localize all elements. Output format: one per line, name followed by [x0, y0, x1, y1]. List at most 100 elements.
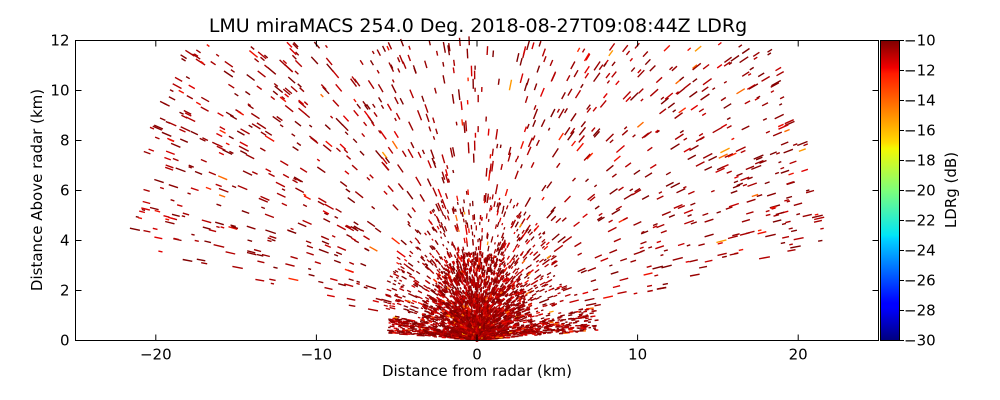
radar-return — [494, 255, 497, 259]
radar-return — [520, 164, 523, 169]
radar-return — [391, 79, 395, 83]
radar-return — [399, 262, 402, 266]
radar-return — [500, 327, 507, 331]
radar-return — [369, 174, 374, 179]
radar-return — [504, 281, 508, 285]
radar-return — [462, 246, 465, 251]
radar-return — [424, 296, 430, 300]
radar-return — [324, 286, 333, 291]
radar-return — [500, 163, 503, 171]
radar-return — [456, 265, 460, 270]
radar-return — [526, 123, 530, 129]
radar-return — [551, 260, 557, 265]
radar-return — [440, 270, 444, 275]
radar-return — [544, 263, 549, 268]
radar-return — [257, 260, 265, 264]
radar-return — [778, 103, 783, 106]
radar-return — [538, 295, 542, 298]
radar-return — [547, 127, 551, 131]
radar-return — [451, 330, 456, 333]
radar-return — [429, 211, 432, 215]
radar-return — [780, 241, 786, 245]
radar-return — [139, 210, 146, 214]
radar-return — [667, 102, 676, 109]
radar-return — [367, 80, 375, 90]
radar-return — [324, 203, 334, 210]
radar-return — [525, 311, 531, 315]
radar-return — [512, 258, 516, 261]
radar-return — [457, 255, 460, 259]
radar-return — [585, 302, 597, 307]
radar-return — [502, 205, 505, 209]
radar-return — [337, 245, 347, 251]
radar-return — [708, 155, 718, 162]
radar-return — [541, 196, 545, 201]
radar-return — [260, 131, 267, 136]
radar-return — [457, 89, 461, 101]
radar-return — [507, 299, 512, 304]
radar-return — [451, 261, 455, 266]
radar-return — [704, 233, 714, 238]
radar-return — [532, 244, 536, 248]
radar-return — [509, 311, 514, 315]
radar-return — [521, 290, 527, 295]
radar-return — [780, 169, 790, 174]
radar-return — [529, 315, 535, 318]
radar-return — [726, 124, 732, 129]
radar-return — [415, 295, 420, 299]
radar-return — [732, 184, 741, 189]
radar-return — [406, 190, 414, 200]
radar-return — [492, 313, 498, 318]
radar-return — [551, 304, 556, 307]
radar-return — [485, 311, 489, 315]
radar-return — [593, 72, 601, 83]
radar-return — [484, 281, 488, 286]
radar-return — [443, 312, 447, 315]
radar-return — [593, 184, 598, 188]
radar-return — [232, 265, 243, 270]
radar-return — [228, 226, 238, 230]
radar-return — [507, 152, 512, 162]
radar-return — [460, 254, 463, 260]
radar-return — [757, 229, 762, 232]
radar-return — [587, 193, 596, 201]
radar-return — [503, 267, 508, 272]
radar-return — [577, 267, 586, 273]
radar-return — [486, 280, 489, 285]
radar-return — [554, 287, 560, 291]
radar-return — [638, 88, 644, 94]
radar-return — [451, 311, 456, 315]
radar-return — [538, 232, 542, 236]
radar-return — [467, 281, 470, 285]
radar-return — [149, 126, 155, 130]
radar-return — [501, 294, 505, 297]
radar-return — [409, 250, 414, 255]
radar-return — [465, 237, 468, 244]
radar-return — [529, 296, 534, 300]
radar-return — [454, 274, 459, 281]
radar-return — [519, 318, 524, 321]
radar-return — [496, 328, 502, 332]
radar-return — [478, 329, 482, 334]
radar-return — [324, 244, 332, 249]
radar-return — [444, 174, 449, 183]
radar-return — [462, 265, 466, 270]
radar-return — [443, 276, 447, 280]
radar-return — [442, 301, 446, 305]
radar-return — [298, 100, 307, 109]
radar-return — [531, 42, 535, 50]
radar-return — [434, 239, 439, 246]
radar-return — [407, 220, 411, 225]
radar-return — [751, 193, 759, 198]
radar-return — [592, 310, 597, 312]
radar-return — [417, 241, 421, 245]
radar-return — [464, 291, 468, 295]
radar-return — [544, 304, 548, 307]
radar-return — [536, 65, 541, 73]
radar-return — [527, 313, 532, 317]
radar-return — [466, 267, 469, 271]
radar-return — [538, 258, 545, 263]
radar-return — [410, 141, 415, 149]
radar-return — [543, 56, 547, 63]
radar-return — [237, 110, 245, 116]
